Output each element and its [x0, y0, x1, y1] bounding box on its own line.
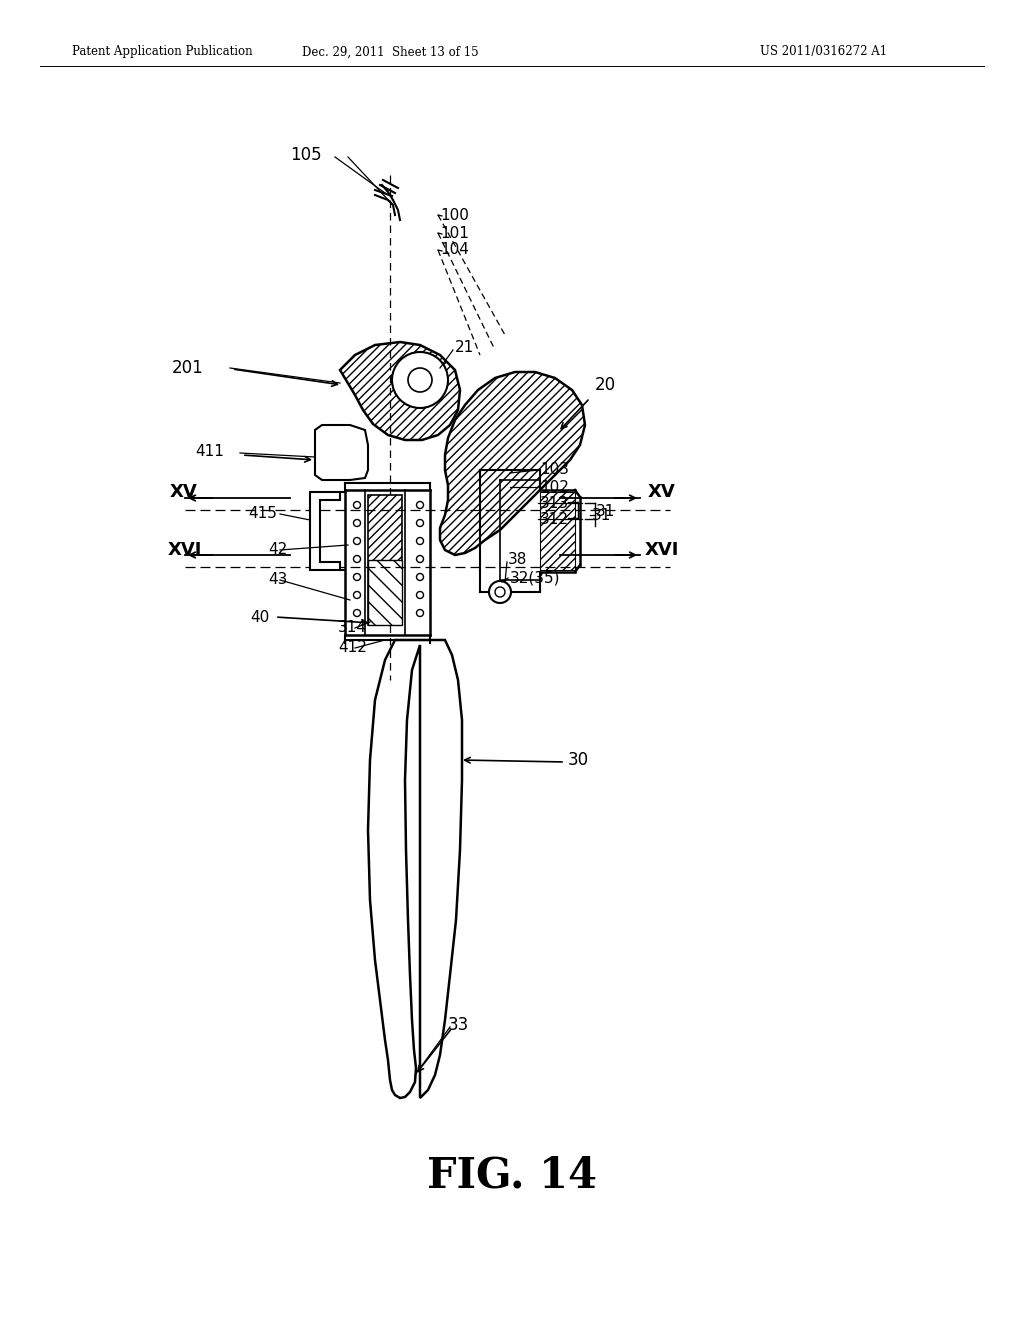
Polygon shape — [340, 342, 460, 440]
Circle shape — [353, 502, 360, 508]
Polygon shape — [368, 560, 402, 624]
Circle shape — [417, 591, 424, 598]
Polygon shape — [440, 372, 585, 554]
Text: XV: XV — [648, 483, 676, 502]
Circle shape — [495, 587, 505, 597]
Text: 101: 101 — [440, 226, 469, 240]
Text: 201: 201 — [172, 359, 204, 378]
Text: 103: 103 — [540, 462, 569, 478]
Text: 312: 312 — [540, 511, 569, 527]
Text: XVI: XVI — [168, 541, 203, 558]
Circle shape — [417, 573, 424, 581]
Circle shape — [417, 610, 424, 616]
Text: 43: 43 — [268, 573, 288, 587]
Text: 42: 42 — [268, 543, 288, 557]
Text: 40: 40 — [250, 610, 269, 626]
Text: XV: XV — [170, 483, 198, 502]
Text: 411: 411 — [195, 445, 224, 459]
Circle shape — [489, 581, 511, 603]
Polygon shape — [368, 495, 402, 624]
Polygon shape — [315, 425, 368, 480]
Text: 32(35): 32(35) — [510, 570, 560, 586]
Text: US 2011/0316272 A1: US 2011/0316272 A1 — [760, 45, 887, 58]
Circle shape — [408, 368, 432, 392]
Polygon shape — [368, 640, 462, 1098]
Circle shape — [353, 556, 360, 562]
Polygon shape — [540, 492, 575, 570]
Text: 21: 21 — [455, 341, 474, 355]
Text: 38: 38 — [508, 553, 527, 568]
Circle shape — [417, 520, 424, 527]
Circle shape — [417, 537, 424, 544]
Circle shape — [353, 591, 360, 598]
Text: 102: 102 — [540, 479, 569, 495]
Text: 412: 412 — [338, 640, 367, 656]
Circle shape — [392, 352, 449, 408]
Text: 314: 314 — [338, 620, 367, 635]
Circle shape — [417, 556, 424, 562]
Text: 33: 33 — [449, 1016, 469, 1034]
Text: 105: 105 — [290, 147, 322, 164]
Text: 31: 31 — [592, 507, 611, 523]
Circle shape — [353, 520, 360, 527]
Circle shape — [417, 502, 424, 508]
Text: FIG. 14: FIG. 14 — [427, 1154, 597, 1196]
Polygon shape — [310, 492, 340, 570]
Text: 30: 30 — [568, 751, 589, 770]
Text: 20: 20 — [595, 376, 616, 393]
Text: XVI: XVI — [645, 541, 679, 558]
Circle shape — [353, 573, 360, 581]
Text: Dec. 29, 2011  Sheet 13 of 15: Dec. 29, 2011 Sheet 13 of 15 — [302, 45, 478, 58]
Text: 104: 104 — [440, 243, 469, 257]
Text: 100: 100 — [440, 207, 469, 223]
Circle shape — [353, 610, 360, 616]
Text: 415: 415 — [248, 507, 276, 521]
Text: 313: 313 — [540, 495, 569, 511]
Circle shape — [353, 537, 360, 544]
Text: Patent Application Publication: Patent Application Publication — [72, 45, 253, 58]
Text: 31: 31 — [596, 504, 615, 520]
